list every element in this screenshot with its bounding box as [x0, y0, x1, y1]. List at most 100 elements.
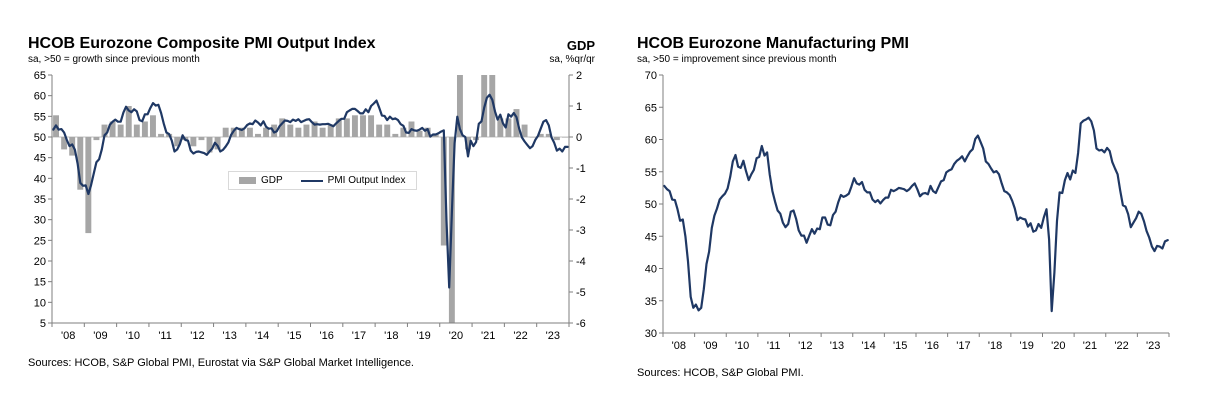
gdp-bar [287, 124, 294, 138]
y-tick-label: 50 [645, 199, 657, 211]
gdp-bar [150, 115, 156, 138]
gdp-bar [190, 137, 197, 147]
x-tick-label: '21 [481, 330, 495, 342]
gdp-bar [400, 127, 407, 138]
gdp-bar [416, 130, 423, 138]
y-tick-label: 55 [645, 167, 657, 179]
y-tick-label: 20 [34, 256, 46, 268]
composite-header: HCOB Eurozone Composite PMI Output Index… [28, 34, 595, 53]
x-tick-label: '22 [513, 330, 527, 342]
y2-tick-label: -2 [576, 194, 586, 206]
gdp-bar-swatch [239, 177, 256, 185]
y-tick-label: 65 [645, 102, 657, 114]
pmi-line-swatch [300, 179, 323, 182]
gdp-bar [125, 106, 132, 138]
x-tick-label: '12 [798, 340, 812, 352]
y2-tick-label: -5 [576, 287, 586, 299]
gdp-bar [279, 118, 286, 138]
x-tick-label: '23 [1146, 340, 1160, 352]
x-tick-label: '20 [449, 330, 463, 342]
gdp-bar [465, 137, 471, 150]
gdp-bar [238, 127, 245, 138]
gdp-bar [343, 118, 350, 138]
x-tick-label: '10 [126, 330, 140, 342]
manufacturing-plot-area: 30 35 40 45 50 55 60 65 70 '08 '09 '10 '11 '12 '13 '14 '… [637, 67, 1177, 364]
x-tick-label: '09 [703, 340, 717, 352]
composite-chart-title: HCOB Eurozone Composite PMI Output Index [28, 35, 376, 52]
composite-pmi-plot-svg: 5 10 15 20 25 30 35 40 45 50 55 60 65 -6 -5 -4 -3 -2 -1 0 1 2… [34, 70, 586, 342]
legend-item-gdp: GDP [239, 175, 283, 186]
gdp-bar [529, 137, 536, 138]
gdp-bar [545, 134, 552, 138]
gdp-bar [85, 137, 92, 234]
pmi-line-series [663, 116, 1169, 313]
gdp-bar [61, 137, 68, 150]
x-tick-label: '22 [1114, 340, 1128, 352]
pmi-line-series [52, 93, 569, 289]
gdp-bar [513, 109, 520, 138]
y-tick-label: 60 [645, 135, 657, 147]
gdp-bar [117, 124, 124, 138]
gdp-axis-title: GDP [566, 38, 595, 54]
x-tick-label: '11 [767, 340, 781, 352]
gdp-bar [497, 118, 504, 138]
gdp-axis-subtitle: sa, %qr/qr [549, 54, 595, 66]
x-tick-label: '09 [93, 330, 107, 342]
x-tick-label: '23 [546, 330, 560, 342]
y-tick-label: 5 [40, 318, 46, 330]
gdp-bar [198, 137, 205, 141]
gdp-bar [133, 124, 140, 138]
manufacturing-subheader: sa, >50 = improvement since previous mon… [637, 54, 1177, 65]
gdp-legend-label: GDP [261, 175, 283, 187]
legend-item-pmi: PMI Output Index [300, 175, 406, 187]
x-tick-label: '19 [1020, 340, 1034, 352]
y2-tick-label: -1 [576, 163, 586, 175]
x-tick-label: '18 [384, 330, 398, 342]
y-tick-label: 65 [34, 70, 46, 82]
y2-tick-label: -6 [576, 318, 586, 330]
y-tick-label: 35 [34, 194, 46, 206]
x-tick-label: '16 [319, 330, 333, 342]
pmi-legend-label: PMI Output Index [327, 175, 406, 187]
gdp-bar [440, 137, 447, 246]
y-tick-label: 25 [34, 236, 46, 248]
gdp-bar [319, 127, 326, 138]
composite-plot-area: 5 10 15 20 25 30 35 40 45 50 55 60 65 -6 -5 -4 -3 -2 -1 0 1 2… [28, 67, 595, 354]
gdp-bar [489, 75, 496, 138]
x-tick-label: '12 [190, 330, 204, 342]
gdp-bar [505, 118, 512, 138]
manufacturing-header: HCOB Eurozone Manufacturing PMI [637, 34, 1177, 53]
gdp-bar [77, 137, 84, 190]
gdp-bar [384, 124, 391, 138]
gdp-bar [335, 118, 342, 138]
y2-tick-label: -4 [576, 256, 586, 268]
y-tick-label: 50 [34, 132, 46, 144]
x-tick-label: '15 [893, 340, 907, 352]
composite-subheader: sa, >50 = growth since previous month sa… [28, 54, 595, 65]
gdp-bar [158, 134, 165, 138]
manufacturing-pmi-chart: HCOB Eurozone Manufacturing PMI sa, >50 … [637, 34, 1177, 379]
x-tick-label: '08 [61, 330, 75, 342]
gdp-bar [392, 134, 399, 138]
gdp-bar [368, 115, 375, 138]
y2-tick-label: 2 [576, 70, 582, 82]
x-tick-label: '15 [287, 330, 301, 342]
gdp-bar [327, 124, 334, 138]
x-tick-label: '17 [956, 340, 970, 352]
manufacturing-chart-subtitle: sa, >50 = improvement since previous mon… [637, 54, 837, 66]
gdp-bar [141, 121, 148, 138]
gdp-bar [456, 75, 463, 138]
y-tick-label: 70 [645, 70, 657, 82]
gdp-bar [360, 115, 366, 138]
x-tick-label: '14 [861, 340, 875, 352]
manufacturing-pmi-plot-svg: 30 35 40 45 50 55 60 65 70 '08 '09 '10 '11 '12 '13 '14 '… [645, 70, 1170, 352]
y2-tick-label: 0 [576, 132, 582, 144]
y-tick-label: 55 [34, 112, 46, 124]
gdp-bar [93, 137, 100, 141]
x-tick-label: '18 [988, 340, 1002, 352]
gdp-bar [295, 127, 302, 138]
composite-pmi-chart: HCOB Eurozone Composite PMI Output Index… [28, 34, 595, 369]
x-tick-label: '16 [925, 340, 939, 352]
y-tick-label: 10 [34, 298, 46, 310]
gdp-bar [174, 137, 181, 147]
